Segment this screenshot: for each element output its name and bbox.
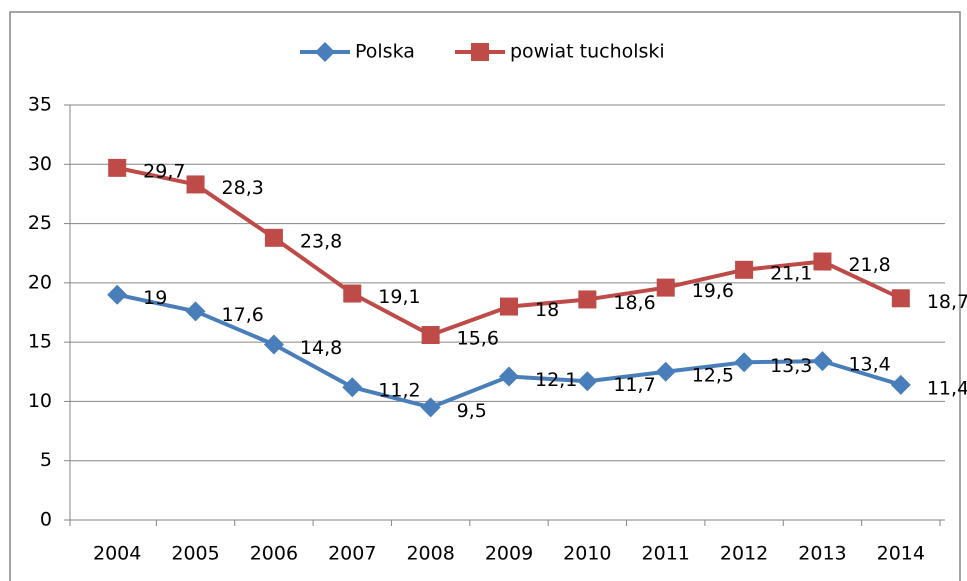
y-tick-label: 0 [40, 509, 52, 531]
data-label: 29,7 [143, 160, 185, 182]
y-tick-label: 30 [28, 153, 52, 175]
x-tick-label: 2007 [328, 543, 376, 565]
marker [107, 284, 128, 305]
data-label: 11,4 [927, 377, 967, 399]
data-label: 21,8 [848, 254, 890, 276]
marker [471, 43, 489, 61]
marker [421, 326, 440, 345]
data-label: 19,6 [692, 280, 734, 302]
marker [812, 351, 833, 372]
data-label: 12,1 [535, 369, 577, 391]
data-label: 19,1 [378, 286, 420, 308]
y-tick-label: 10 [28, 390, 52, 412]
marker [263, 334, 284, 355]
marker [264, 228, 283, 247]
legend-label: Polska [355, 41, 415, 63]
marker [185, 301, 206, 322]
x-tick-label: 2010 [563, 543, 611, 565]
y-tick-label: 25 [28, 212, 52, 234]
marker [186, 175, 205, 194]
data-label: 13,4 [848, 354, 890, 376]
x-tick-label: 2008 [406, 543, 454, 565]
marker [813, 252, 832, 271]
data-label: 14,8 [300, 337, 342, 359]
data-label: 21,1 [770, 262, 812, 284]
x-tick-label: 2011 [642, 543, 690, 565]
marker [420, 397, 441, 418]
x-tick-label: 2006 [250, 543, 298, 565]
data-label: 18 [535, 299, 559, 321]
marker [108, 158, 127, 177]
data-label: 17,6 [222, 304, 264, 326]
marker [343, 284, 362, 303]
x-tick-label: 2012 [720, 543, 768, 565]
marker [734, 352, 755, 373]
marker [577, 371, 598, 392]
data-label: 15,6 [457, 328, 499, 350]
marker [735, 260, 754, 279]
data-label: 23,8 [300, 230, 342, 252]
marker [500, 297, 518, 316]
y-tick-label: 5 [40, 449, 52, 471]
data-label: 9,5 [457, 400, 487, 422]
x-tick-label: 2005 [171, 543, 219, 565]
marker [342, 377, 363, 398]
data-label: 18,6 [613, 292, 655, 314]
marker [315, 42, 335, 62]
marker [578, 290, 597, 309]
x-tick-label: 2013 [798, 543, 846, 565]
x-tick-label: 2009 [485, 543, 533, 565]
x-tick-label: 2014 [877, 543, 925, 565]
y-tick-label: 15 [28, 331, 52, 353]
y-tick-label: 20 [28, 271, 52, 293]
data-label: 28,3 [222, 177, 264, 199]
marker [655, 361, 676, 382]
chart-border [9, 11, 961, 581]
marker [890, 374, 911, 395]
marker [499, 366, 519, 387]
data-label: 13,3 [770, 355, 812, 377]
data-label: 18,7 [927, 291, 967, 313]
x-tick-label: 2004 [93, 543, 141, 565]
data-label: 19 [143, 287, 167, 309]
data-label: 11,2 [378, 380, 420, 402]
legend-label: powiat tucholski [510, 41, 665, 63]
marker [891, 289, 910, 308]
marker [656, 278, 675, 297]
data-label: 11,7 [613, 374, 655, 396]
data-label: 12,5 [692, 364, 734, 386]
y-tick-label: 35 [28, 94, 52, 116]
